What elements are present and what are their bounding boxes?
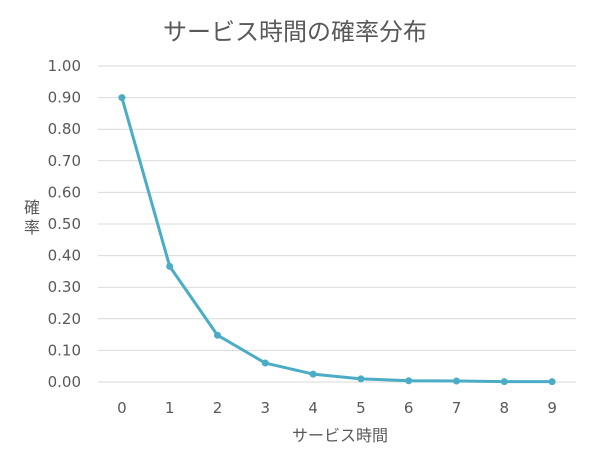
x-tick-label: 2 xyxy=(213,399,223,417)
y-tick-label: 0.00 xyxy=(48,373,81,391)
x-tick-label: 9 xyxy=(547,399,557,417)
data-point xyxy=(357,375,365,383)
y-tick-label: 0.10 xyxy=(48,341,81,359)
series-layer xyxy=(118,94,556,386)
data-point xyxy=(453,377,460,385)
y-tick-label: 0.70 xyxy=(48,152,81,170)
data-point xyxy=(261,359,269,367)
series-line xyxy=(120,96,554,384)
y-tick-label: 1.00 xyxy=(48,57,81,75)
y-axis-tick-labels: 0.00 0.10 0.20 0.30 0.40 0.50 0.60 0.70 0.80 0.90… xyxy=(48,57,81,391)
x-tick-label: 0 xyxy=(117,399,127,417)
x-tick-label: 3 xyxy=(261,399,271,417)
x-tick-label: 6 xyxy=(404,399,414,417)
data-point xyxy=(309,370,317,378)
y-tick-label: 0.90 xyxy=(48,89,81,107)
x-axis-title: サービス時間 xyxy=(292,426,388,445)
y-tick-label: 0.20 xyxy=(48,310,81,328)
x-tick-label: 5 xyxy=(356,399,366,417)
y-tick-label: 0.50 xyxy=(48,215,81,233)
data-point xyxy=(166,262,174,270)
data-point xyxy=(548,378,556,386)
gridlines xyxy=(98,65,576,383)
x-tick-label: 8 xyxy=(500,399,510,417)
y-tick-label: 0.60 xyxy=(48,183,81,201)
y-tick-label: 0.80 xyxy=(48,120,81,138)
data-point xyxy=(405,377,413,385)
data-point xyxy=(214,331,221,339)
x-axis-tick-labels: 0 1 2 3 4 5 6 7 8 9 xyxy=(117,399,557,417)
y-axis-title: 確率 xyxy=(24,198,40,237)
data-point xyxy=(500,378,508,386)
x-tick-label: 4 xyxy=(308,399,318,417)
x-tick-label: 1 xyxy=(165,399,175,417)
y-tick-label: 0.30 xyxy=(48,278,81,296)
chart-title: サービス時間の確率分布 xyxy=(163,18,427,46)
x-tick-label: 7 xyxy=(452,399,462,417)
data-point xyxy=(118,94,126,102)
y-tick-label: 0.40 xyxy=(48,247,81,265)
